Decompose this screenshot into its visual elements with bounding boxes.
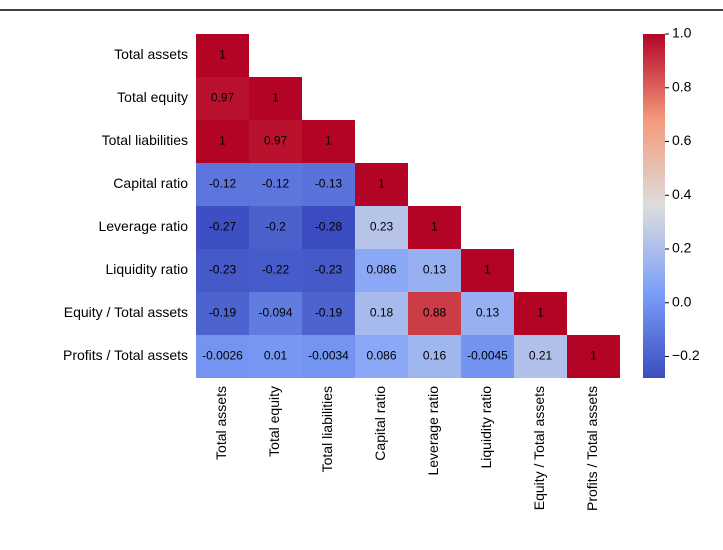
cell: [355, 335, 408, 378]
colorbar-tick-label: 0.8: [672, 78, 692, 94]
cell: [249, 206, 302, 249]
row-label: Equity / Total assets: [64, 304, 188, 320]
cell-label: 1: [484, 263, 491, 277]
cell-label: 0.97: [211, 91, 235, 105]
cell-label: 0.23: [370, 220, 394, 234]
cell: [249, 335, 302, 378]
cell: [408, 292, 461, 335]
row-label: Total liabilities: [102, 132, 188, 148]
cell-label: -0.27: [209, 220, 237, 234]
column-label: Leverage ratio: [425, 386, 441, 476]
cell-label: 0.97: [264, 134, 288, 148]
cell-label: 1: [325, 134, 332, 148]
cell-label: 0.01: [264, 349, 288, 363]
cell: [302, 206, 355, 249]
cell-label: 0.086: [366, 263, 396, 277]
column-label: Capital ratio: [372, 386, 388, 461]
row-label: Liquidity ratio: [106, 261, 189, 277]
cell: [514, 335, 567, 378]
cell: [249, 163, 302, 206]
cell-label: 0.086: [366, 349, 396, 363]
cell: [196, 249, 249, 292]
colorbar: [643, 34, 665, 378]
cell-label: -0.094: [258, 306, 292, 320]
cell-label: -0.23: [209, 263, 237, 277]
cell-label: 0.13: [476, 306, 500, 320]
cell: [302, 249, 355, 292]
colorbar-tick-label: −0.2: [672, 347, 700, 363]
cell: [355, 249, 408, 292]
cell: [196, 77, 249, 120]
cell: [196, 335, 249, 378]
cell: [196, 120, 249, 163]
cell-label: -0.22: [262, 263, 290, 277]
cell: [408, 249, 461, 292]
cell-label: -0.2: [265, 220, 286, 234]
cell: [355, 292, 408, 335]
cell-label: 1: [378, 177, 385, 191]
row-label: Total equity: [117, 89, 188, 105]
cell: [514, 292, 567, 335]
cell-label: 1: [431, 220, 438, 234]
colorbar-tick-label: 0.6: [672, 132, 692, 148]
cell-label: 0.88: [423, 306, 447, 320]
cell-label: -0.19: [315, 306, 343, 320]
cell-label: 0.16: [423, 349, 447, 363]
cell-label: 0.21: [529, 349, 553, 363]
row-label: Total assets: [114, 46, 188, 62]
column-label: Profits / Total assets: [584, 386, 600, 511]
cell: [355, 206, 408, 249]
cell: [249, 292, 302, 335]
cell: [567, 335, 620, 378]
cell: [302, 120, 355, 163]
cell-label: -0.12: [262, 177, 290, 191]
cell: [461, 335, 514, 378]
cell-label: 0.18: [370, 306, 394, 320]
cell-label: -0.0045: [467, 349, 508, 363]
colorbar-tick-label: 0.2: [672, 240, 692, 256]
cell-label: 1: [590, 349, 597, 363]
column-label: Total equity: [266, 386, 282, 457]
cell: [196, 163, 249, 206]
cell: [461, 292, 514, 335]
cell-label: 1: [219, 48, 226, 62]
cell: [196, 206, 249, 249]
cell: [196, 292, 249, 335]
cell-label: -0.0026: [202, 349, 243, 363]
cell: [408, 206, 461, 249]
cell-label: -0.0034: [308, 349, 349, 363]
row-label: Capital ratio: [113, 175, 188, 191]
cell-label: -0.28: [315, 220, 343, 234]
colorbar-tick-label: 0.4: [672, 186, 692, 202]
column-label: Total liabilities: [319, 386, 335, 472]
column-label: Liquidity ratio: [478, 386, 494, 469]
cell: [302, 335, 355, 378]
cell: [249, 120, 302, 163]
cell: [461, 249, 514, 292]
row-label: Leverage ratio: [98, 218, 188, 234]
cell: [408, 335, 461, 378]
column-label: Total assets: [213, 386, 229, 460]
cell-label: -0.13: [315, 177, 343, 191]
cell: [355, 163, 408, 206]
column-label: Equity / Total assets: [531, 386, 547, 510]
cell: [302, 292, 355, 335]
cell-label: -0.19: [209, 306, 237, 320]
cell-label: -0.12: [209, 177, 237, 191]
cell-label: 1: [219, 134, 226, 148]
cell-label: 0.13: [423, 263, 447, 277]
cell-label: 1: [537, 306, 544, 320]
row-label: Profits / Total assets: [63, 347, 188, 363]
colorbar-tick-label: 0.0: [672, 293, 692, 309]
cell-label: -0.23: [315, 263, 343, 277]
cell-label: 1: [272, 91, 279, 105]
cell: [302, 163, 355, 206]
cell: [249, 249, 302, 292]
cell: [196, 34, 249, 77]
cell: [249, 77, 302, 120]
colorbar-tick-label: 1.0: [672, 25, 692, 41]
